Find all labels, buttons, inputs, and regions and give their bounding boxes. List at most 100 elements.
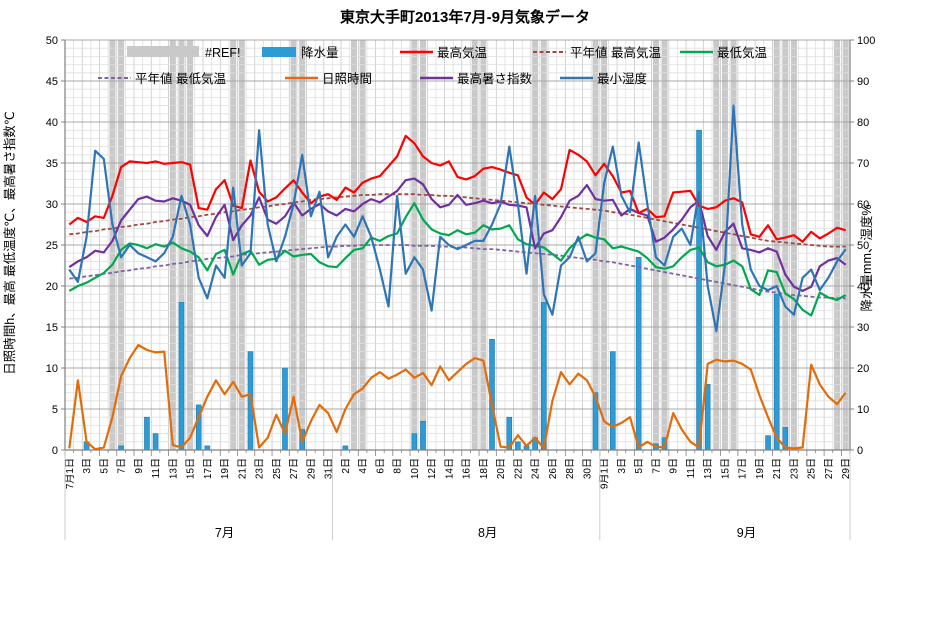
right-tick-label: 70 xyxy=(857,158,869,170)
precip-bar xyxy=(696,129,702,451)
x-tick-label: 18日 xyxy=(479,458,490,479)
precip-bar xyxy=(635,256,642,451)
x-tick-label: 21日 xyxy=(237,458,248,479)
x-tick-label: 6日 xyxy=(375,458,386,474)
x-tick-label: 2日 xyxy=(341,458,352,474)
series-lines xyxy=(68,104,847,451)
x-tick-label: 7日 xyxy=(651,458,662,474)
x-tick-label: 28日 xyxy=(565,458,576,479)
x-tick-label: 5日 xyxy=(634,458,645,474)
right-tick-label: 0 xyxy=(857,445,863,457)
left-tick-label: 30 xyxy=(46,199,58,211)
x-tick-label: 27日 xyxy=(824,458,835,479)
x-tick-label: 7月1日 xyxy=(64,458,76,489)
left-tick-label: 0 xyxy=(52,445,58,457)
left-tick-label: 50 xyxy=(46,35,58,47)
month-label: 7月 xyxy=(215,526,234,540)
line-最低気温 xyxy=(68,202,847,317)
precip-bar xyxy=(773,293,780,451)
precip-bar xyxy=(178,302,185,451)
x-tick-label: 17日 xyxy=(203,458,214,479)
x-tick-label: 15日 xyxy=(720,458,731,479)
x-tick-label: 20日 xyxy=(496,458,507,479)
x-tick-label: 11日 xyxy=(686,458,697,478)
left-axis-title: 日照時間h、最高 最低温度℃、最高暑さ指数℃ xyxy=(2,111,17,375)
x-tick-label: 23日 xyxy=(255,458,266,479)
chart-title: 東京大手町2013年7月-9月気象データ xyxy=(340,8,590,26)
legend-label-tmin: 最低気温 xyxy=(717,45,768,60)
precip-bar xyxy=(342,445,349,451)
x-tick-label: 15日 xyxy=(186,458,197,479)
left-tick-label: 10 xyxy=(46,363,58,375)
line-最高暑さ指数 xyxy=(68,177,847,292)
x-tick-label: 8日 xyxy=(393,458,404,474)
legend-marker-ref-band xyxy=(127,46,199,57)
month-label: 9月 xyxy=(737,526,756,540)
x-tick-label: 23日 xyxy=(789,458,800,479)
precip-bar xyxy=(704,384,711,451)
precip-bar xyxy=(609,351,616,451)
precip-bar xyxy=(765,435,771,451)
left-tick-label: 5 xyxy=(52,404,58,416)
x-tick-label: 29日 xyxy=(306,458,317,479)
line-平年値 最低気温 xyxy=(69,244,846,300)
precip-bar xyxy=(411,433,418,451)
left-tick-label: 40 xyxy=(46,117,58,129)
right-tick-label: 80 xyxy=(857,117,869,129)
right-tick-label: 90 xyxy=(857,76,869,88)
axis-ticks-labels: 0 5 10 15 20 25 30 35 40 45 50 0 10 20 30 40 50 60 70 80 90 1… xyxy=(46,35,875,540)
legend-label-normal-tmin: 平年値 最低気温 xyxy=(135,71,226,86)
x-tick-label: 10日 xyxy=(410,458,421,479)
right-tick-label: 30 xyxy=(857,322,869,334)
left-tick-label: 35 xyxy=(46,158,58,170)
x-tick-label: 9日 xyxy=(669,458,680,474)
month-label: 8月 xyxy=(478,526,497,540)
x-tick-label: 19日 xyxy=(220,458,231,479)
line-日照時間 xyxy=(68,343,847,451)
left-tick-label: 45 xyxy=(46,76,58,88)
x-tick-label: 5日 xyxy=(99,458,110,474)
x-tick-label: 3日 xyxy=(617,458,628,474)
legend-label-heat-index: 最高暑さ指数 xyxy=(457,71,533,86)
x-tick-label: 12日 xyxy=(427,458,438,479)
x-tick-label: 25日 xyxy=(807,458,818,479)
right-axis-title: 降水量mm、湿度% xyxy=(859,205,874,312)
left-tick-label: 25 xyxy=(46,240,58,252)
line-最小湿度 xyxy=(68,104,847,333)
precip-bar xyxy=(540,302,547,451)
line-最高気温 xyxy=(68,134,846,243)
x-tick-label: 9日 xyxy=(134,458,145,474)
x-tick-label: 30日 xyxy=(582,458,593,479)
x-tick-label: 31日 xyxy=(324,458,335,479)
x-tick-label: 22日 xyxy=(513,458,524,479)
x-tick-label: 3日 xyxy=(82,458,93,474)
right-tick-label: 10 xyxy=(857,404,869,416)
x-tick-label: 17日 xyxy=(738,458,749,479)
right-tick-label: 40 xyxy=(857,281,869,293)
x-tick-label: 19日 xyxy=(755,458,766,479)
x-tick-label: 13日 xyxy=(168,458,179,479)
legend: #REF! 降水量 最高気温 平年値 最高気温 最低気温 平年値 最低気温 日照… xyxy=(98,45,768,86)
legend-label-min-humidity: 最小湿度 xyxy=(597,71,648,86)
gridlines xyxy=(65,39,850,450)
legend-marker-precipitation xyxy=(262,47,296,57)
x-tick-label: 16日 xyxy=(462,458,473,479)
precip-bar xyxy=(204,445,211,451)
x-tick-label: 24日 xyxy=(531,458,542,479)
legend-label-ref: #REF! xyxy=(205,46,240,60)
x-tick-label: 14日 xyxy=(444,458,455,479)
x-tick-label: 25日 xyxy=(272,458,283,479)
precip-bar xyxy=(118,445,124,451)
right-tick-label: 100 xyxy=(857,35,875,47)
right-tick-label: 50 xyxy=(857,240,869,252)
left-tick-label: 20 xyxy=(46,281,58,293)
precip-bar xyxy=(152,433,159,451)
x-tick-label: 27日 xyxy=(289,458,300,479)
right-tick-label: 20 xyxy=(857,363,869,375)
x-tick-label: 21日 xyxy=(772,458,783,479)
legend-label-precipitation: 降水量 xyxy=(301,46,339,60)
right-tick-label: 60 xyxy=(857,199,869,211)
x-tick-label: 13日 xyxy=(703,458,714,479)
x-tick-label: 9月1日 xyxy=(599,458,611,489)
